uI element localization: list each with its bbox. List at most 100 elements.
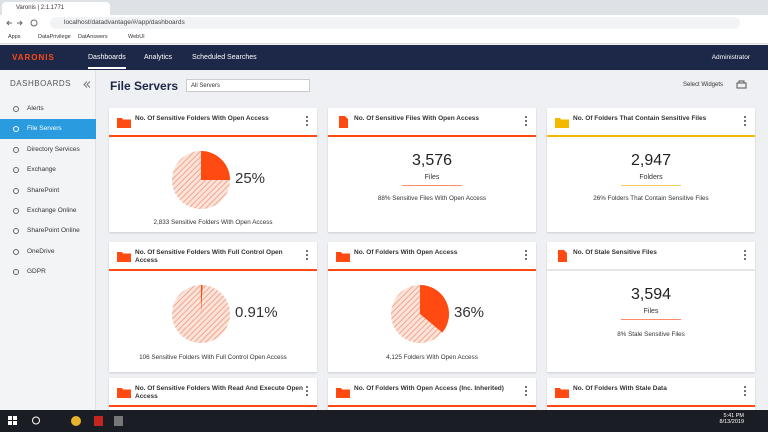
sidebar-item[interactable]: Exchange [0,160,96,180]
tab-bar: Varonis | 2.1.1771 [0,0,768,15]
widget-card: No. Of Folders With Open Access (Inc. In… [328,378,536,410]
menu-dot [525,250,527,252]
widget-menu[interactable] [525,116,528,128]
widget-menu[interactable] [744,250,747,262]
select-widgets[interactable]: Select Widgets [683,82,724,88]
widget-caption: 4,125 Folders With Open Access [386,354,478,361]
pie-chart [172,285,230,343]
sidebar-item[interactable]: OneDrive [0,242,96,262]
widget-title: No. Of Folders With Open Access [354,249,458,256]
nav-buttons[interactable] [6,19,42,27]
widget-menu[interactable] [525,250,528,262]
folder-icon [117,252,131,262]
browser-tab[interactable]: Varonis | 2.1.1771 [2,2,110,15]
folder-icon [117,388,131,398]
logo[interactable]: VARONIS [12,53,55,62]
widget-menu[interactable] [306,116,309,128]
widget-divider [547,135,755,137]
widget-menu[interactable] [306,386,309,398]
widget-divider [328,405,536,407]
sidebar-icon [13,167,19,174]
pie-chart [391,285,449,343]
menu-dot [306,124,308,126]
nav-item[interactable]: Analytics [144,54,173,61]
sidebar-item[interactable]: Alerts [0,99,96,119]
sidebar-item[interactable]: SharePoint [0,181,96,201]
menu-dot [306,386,308,388]
widget-divider [547,269,755,271]
collapse-icon[interactable] [83,81,91,88]
bookmark[interactable]: DataPrivilege [38,34,71,40]
widget-caption: 26% Folders That Contain Sensitive Files [593,195,709,202]
widget-icon [117,388,131,398]
file-icon [339,116,348,128]
widget-card: No. Of Sensitive Folders With Full Contr… [109,242,317,372]
menu-dot [744,120,746,122]
widget-caption: 8% Stale Sensitive Files [617,331,685,338]
sidebar-title: DASHBOARDS [10,79,72,88]
menu-dot [306,254,308,256]
pie-slice [420,285,449,333]
sidebar-icon [13,187,19,194]
widget-title: No. Of Folders With Stale Data [573,385,667,392]
menu-dot [525,120,527,122]
user-menu[interactable]: Administrator [711,54,750,61]
file-icon [558,250,567,262]
widget-caption: 106 Sensitive Folders With Full Control … [139,354,287,361]
widget-card: No. Of Folders With Open Access 36% 4,125 … [328,242,536,372]
url-field[interactable]: localhost/datadvantage/#/app/dashboards [50,17,740,29]
widget-icon [336,388,350,398]
menu-dot [744,258,746,260]
widget-icon [336,252,350,262]
sidebar-item[interactable]: SharePoint Online [0,221,96,241]
sidebar-item[interactable]: GDPR [0,262,96,282]
widget-menu[interactable] [525,386,528,398]
bookmark[interactable]: DatAnswers [78,34,108,40]
sidebar-icon [13,269,19,276]
sidebar-item[interactable]: File Servers [0,119,96,140]
sidebar-item[interactable]: Directory Services [0,140,96,160]
widget-icon [555,118,569,128]
widget-count: 2,947 [630,152,672,169]
pie-slice [201,151,230,180]
widget-divider [109,269,317,271]
widget-menu[interactable] [306,250,309,262]
widget-menu[interactable] [744,386,747,398]
widget-card: No. Of Sensitive Folders With Open Acces… [109,108,317,232]
menu-dot [306,394,308,396]
menu-dot [744,124,746,126]
sidebar-icon [13,126,19,133]
widget-unit: Files [621,308,681,320]
menu-dot [525,386,527,388]
nav-item[interactable]: Dashboards [88,54,126,69]
menu-dot [525,124,527,126]
sidebar-item[interactable]: Exchange Online [0,201,96,221]
widget-title: No. Of Folders That Contain Sensitive Fi… [573,115,707,122]
widget-count: 3,576 [411,152,453,169]
server-filter[interactable]: All Servers [186,79,310,92]
widget-area: No. Of Sensitive Folders With Open Acces… [96,100,768,410]
app-nav: VARONIS Administrator Dashboards Analytic… [0,45,768,70]
sidebar-icon [13,146,19,153]
bookmark[interactable]: WebUI [128,34,145,40]
widget-title: No. Of Folders With Open Access (Inc. In… [354,385,504,392]
sidebar: DASHBOARDS Alerts File Servers Directory S… [0,70,96,410]
widget-divider [328,135,536,137]
widget-divider [109,135,317,137]
menu-dot [744,390,746,392]
taskbar-icons[interactable] [8,416,128,427]
widget-card: No. Of Folders With Stale Data [547,378,755,410]
print-icon[interactable] [736,80,747,90]
folder-icon [117,118,131,128]
page-title: File Servers [110,79,179,93]
widget-title: No. Of Stale Sensitive Files [573,249,657,256]
nav-item[interactable]: Scheduled Searches [192,54,257,61]
pie-slice [201,285,203,314]
widget-divider [328,269,536,271]
bookmark[interactable]: Apps [8,34,21,40]
widget-title: No. Of Sensitive Folders With Open Acces… [135,115,269,122]
widget-card: No. Of Sensitive Files With Open Access 3… [328,108,536,232]
pie-percent: 36% [454,304,485,321]
widget-menu[interactable] [744,116,747,128]
